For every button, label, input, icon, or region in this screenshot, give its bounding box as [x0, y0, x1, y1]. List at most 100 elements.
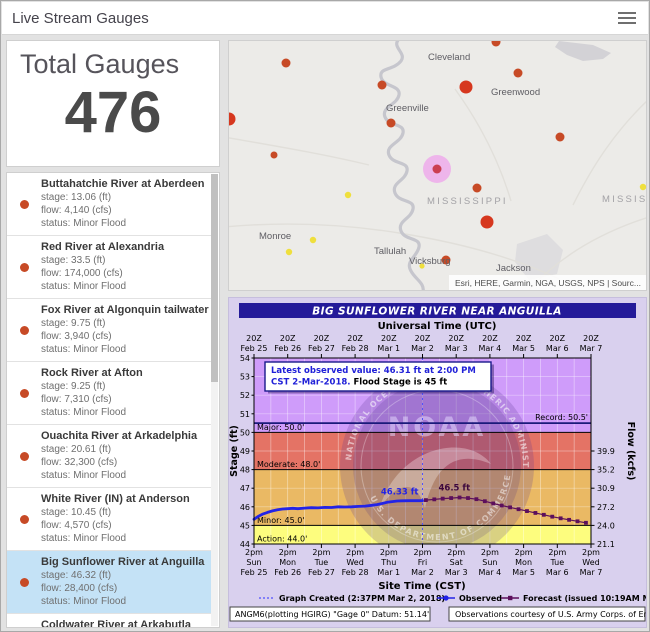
map-gauge-dot[interactable]	[480, 215, 494, 229]
stage-tick: 48	[240, 466, 250, 475]
gauge-stage: stage: 9.25 (ft)	[41, 381, 106, 392]
menu-icon[interactable]	[618, 12, 636, 25]
city-label: Vicksburg	[409, 256, 451, 267]
stage-tick: 53	[240, 373, 250, 382]
gauge-list-item[interactable]: Rock River at Afton stage: 9.25 (ft) flow:…	[7, 362, 211, 425]
left-axis-label: Stage (ft)	[229, 425, 240, 477]
gauge-list-item[interactable]: Fox River at Algonquin tailwater stage: 9…	[7, 299, 211, 362]
bottom-tick-date: Mar 7	[580, 568, 603, 577]
bottom-tick-dow: Tue	[549, 558, 564, 567]
bottom-tick-date: Mar 2	[411, 568, 434, 577]
scrollbar-thumb[interactable]	[211, 174, 218, 382]
top-tick-time: 20Z	[381, 334, 397, 343]
map-gauge-dot[interactable]	[377, 80, 387, 90]
gauge-status-dot	[19, 388, 29, 398]
road-line	[229, 137, 370, 166]
map-attribution-bg	[449, 275, 646, 290]
map-gauge-dot[interactable]	[386, 118, 396, 128]
map-gauge-dot[interactable]	[309, 236, 317, 244]
flow-tick: 30.9	[597, 484, 615, 493]
gauge-list-item[interactable]: Coldwater River at Arkabutla Damstage: 2…	[7, 614, 211, 627]
zone-label: Action: 44.0'	[257, 535, 307, 544]
map-attribution: Esri, HERE, Garmin, NGA, USGS, NPS | Sou…	[455, 278, 641, 288]
bottom-tick-date: Feb 26	[274, 568, 301, 577]
map-gauge-dot[interactable]	[459, 80, 473, 94]
latest-observed-line2: CST 2-Mar-2018. Flood Stage is 45 ft	[271, 378, 447, 388]
forecast-marker	[491, 501, 496, 506]
top-tick-date: Feb 26	[274, 344, 301, 353]
observed-line	[252, 499, 424, 521]
map-panel[interactable]: MISSISSIPPI MISSISSIPPI Cleveland Greenwood…	[228, 40, 647, 291]
map-gauge-dot[interactable]	[229, 112, 236, 126]
map-gauge-dot[interactable]	[441, 255, 451, 265]
map-gauge-dot[interactable]	[513, 68, 523, 78]
gauge-flow: flow: 7,310 (cfs)	[41, 394, 112, 405]
road-line	[229, 223, 560, 280]
gauge-name: Ouachita River at Arkadelphia	[41, 430, 198, 442]
map-gauge-dot[interactable]	[491, 41, 501, 47]
gauge-flow: flow: 3,940 (cfs)	[41, 331, 112, 342]
forecast-marker	[558, 516, 563, 521]
map-canvas[interactable]: MISSISSIPPI MISSISSIPPI Cleveland Greenwood…	[229, 41, 646, 290]
top-tick-date: Mar 6	[546, 344, 569, 353]
forecast-marker	[550, 514, 555, 519]
gauge-list-item[interactable]: Red River at Alexandria stage: 33.5 (ft) f…	[7, 236, 211, 299]
bottom-tick-dow: Tue	[314, 558, 329, 567]
selected-gauge-dot[interactable]	[432, 164, 442, 174]
top-tick-date: Feb 25	[241, 344, 268, 353]
map-gauge-dot[interactable]	[344, 191, 352, 199]
stage-tick: 45	[240, 521, 250, 530]
forecast-marker	[533, 511, 538, 515]
top-tick-time: 20Z	[549, 334, 565, 343]
bottom-tick-date: Mar 5	[512, 568, 535, 577]
scrollbar	[211, 174, 218, 626]
forecast-marker	[575, 519, 580, 524]
flow-tick: 39.9	[597, 447, 615, 456]
gauge-list-item[interactable]: Buttahatchie River at Aberdeen stage: 13.…	[7, 173, 211, 236]
gauge-status: status: Minor Flood	[41, 533, 127, 544]
gauge-list-item[interactable]: Ouachita River at Arkadelphia stage: 20.6…	[7, 425, 211, 488]
bottom-tick-dow: Sun	[482, 558, 497, 567]
gauge-list-item[interactable]: Big Sunflower River at Anguilla stage: 46…	[7, 551, 211, 614]
hydrograph-panel: BIG SUNFLOWER RIVER NEAR ANGUILLA Univers…	[228, 297, 647, 628]
gauge-status: status: Minor Flood	[41, 218, 127, 229]
gauge-status-dot	[19, 514, 29, 524]
stage-tick: 47	[240, 484, 250, 493]
map-gauge-dot[interactable]	[419, 263, 425, 269]
bottom-tick-time: 2pm	[279, 548, 297, 557]
zone-label: Minor: 45.0'	[257, 516, 305, 525]
map-gauge-dot[interactable]	[285, 248, 293, 256]
bottom-axis-title: Site Time (CST)	[378, 581, 465, 592]
forecast-marker	[516, 507, 521, 512]
latest-observed-box	[264, 361, 492, 392]
latest-observed-line1: Latest observed value: 46.31 ft at 2:00 …	[271, 366, 476, 376]
gauge-list-item[interactable]: White River (IN) at Anderson stage: 10.45…	[7, 488, 211, 551]
forecast-marker	[474, 497, 479, 502]
gauge-status-dot	[19, 199, 29, 209]
bottom-tick-time: 2pm	[548, 548, 566, 557]
gauge-name: White River (IN) at Anderson	[41, 493, 190, 505]
map-gauge-dot[interactable]	[270, 151, 278, 159]
city-label: Greenwood	[491, 87, 540, 98]
right-axis-label: Flow (kcfs)	[625, 422, 636, 481]
gauge-status: status: Minor Flood	[41, 281, 127, 292]
map-gauge-dot[interactable]	[281, 58, 291, 68]
forecast-marker	[466, 496, 470, 500]
map-gauge-dot[interactable]	[555, 132, 565, 142]
state-label: MISSISSIPPI	[602, 194, 646, 205]
bottom-tick-date: Mar 4	[479, 568, 502, 577]
top-tick-date: Mar 7	[580, 344, 603, 353]
gauge-stage: stage: 46.32 (ft)	[41, 570, 112, 581]
chart-title: BIG SUNFLOWER RIVER NEAR ANGUILLA	[312, 306, 562, 318]
flow-tick: 24.0	[597, 521, 615, 530]
total-gauges-value: 476	[64, 80, 162, 145]
gauge-status: status: Minor Flood	[41, 596, 127, 607]
bottom-tick-date: Mar 3	[445, 568, 468, 577]
river-path	[379, 41, 425, 290]
forecast-marker	[457, 495, 462, 500]
forecast-marker	[567, 517, 571, 522]
map-gauge-dot[interactable]	[472, 183, 482, 193]
legend-observed: Observed	[459, 594, 502, 603]
map-gauge-dot[interactable]	[639, 183, 646, 191]
